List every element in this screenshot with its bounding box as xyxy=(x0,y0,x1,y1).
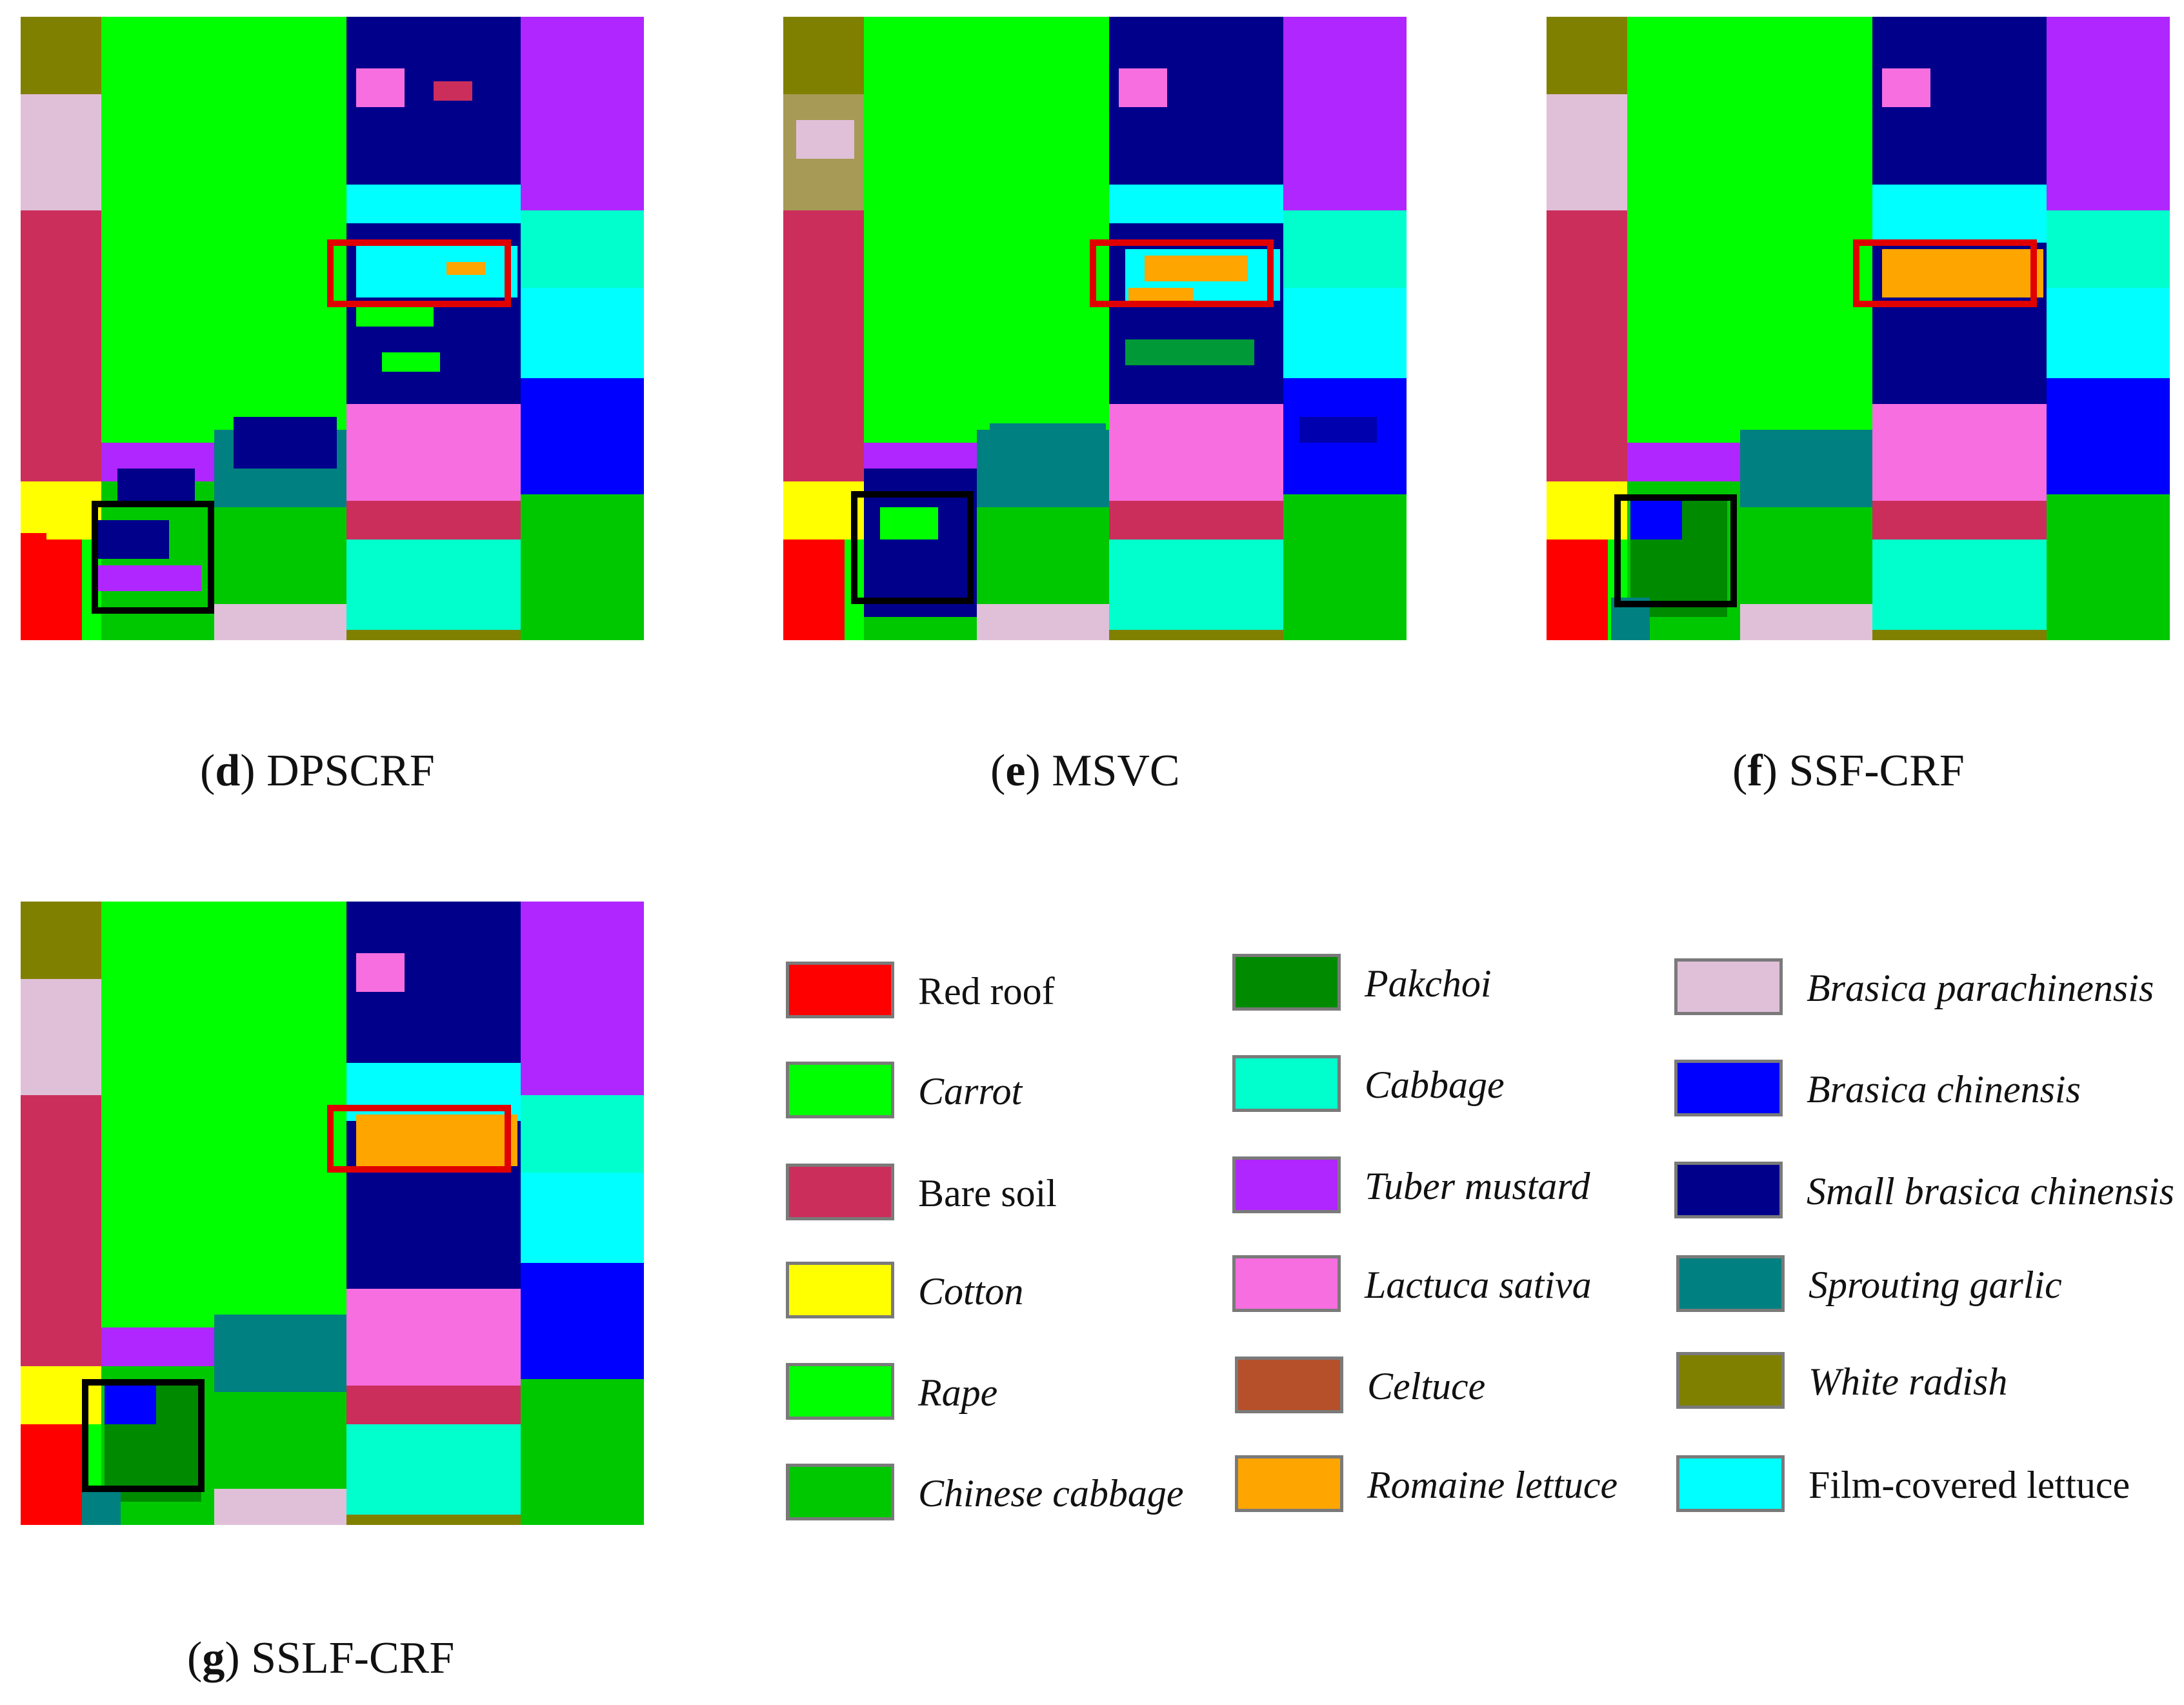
legend-swatch xyxy=(1676,1255,1785,1312)
legend-swatch xyxy=(786,1464,894,1520)
legend-swatch xyxy=(786,962,894,1018)
legend-label: Pakchoi xyxy=(1365,962,1492,1005)
classification-map-dpscrf xyxy=(21,17,644,640)
legend-label: Tuber mustard xyxy=(1365,1165,1590,1207)
legend-label: Cabbage xyxy=(1365,1064,1505,1106)
caption-f: (f) SSF-CRF xyxy=(1732,746,1965,796)
legend-swatch xyxy=(786,1363,894,1420)
map-msvc-graphic xyxy=(783,17,1407,640)
legend-label: Cotton xyxy=(918,1270,1024,1313)
legend-label: Romaine lettuce xyxy=(1367,1464,1618,1506)
highlight-box-red xyxy=(1853,239,2037,307)
legend-label: Bare soil xyxy=(918,1172,1057,1215)
legend-label: Carrot xyxy=(918,1070,1023,1113)
legend-swatch xyxy=(1674,1162,1783,1218)
map-dpscrf-graphic xyxy=(21,17,644,640)
legend-swatch xyxy=(1232,1255,1341,1312)
legend-label: Brasica parachinensis xyxy=(1807,967,2154,1009)
legend-swatch xyxy=(1676,1352,1785,1409)
legend-swatch xyxy=(786,1164,894,1220)
legend-swatch xyxy=(1232,954,1341,1011)
legend-label: Sprouting garlic xyxy=(1808,1264,2062,1306)
legend-swatch xyxy=(1232,1156,1341,1213)
caption-g: (g) SSLF-CRF xyxy=(187,1633,455,1683)
legend-swatch xyxy=(1235,1357,1343,1413)
legend-swatch xyxy=(1674,958,1783,1015)
legend-label: Celtuce xyxy=(1367,1365,1486,1407)
map-sslf-crf-graphic xyxy=(21,902,644,1525)
classification-map-sslf-crf xyxy=(21,902,644,1525)
highlight-box-red xyxy=(327,239,511,307)
legend-swatch xyxy=(1235,1455,1343,1512)
legend-swatch xyxy=(1674,1060,1783,1116)
highlight-box-red xyxy=(1090,239,1274,307)
highlight-box-black xyxy=(851,491,974,604)
caption-d: (d) DPSCRF xyxy=(200,746,435,796)
legend-swatch xyxy=(1676,1455,1785,1512)
legend-label: White radish xyxy=(1808,1360,2008,1403)
classification-map-ssf-crf xyxy=(1547,17,2170,640)
legend-label: Small brasica chinensis xyxy=(1807,1170,2174,1213)
legend-swatch xyxy=(1232,1055,1341,1112)
highlight-box-black xyxy=(82,1379,205,1492)
legend-label: Rape xyxy=(918,1371,998,1414)
legend-label: Film-covered lettuce xyxy=(1808,1464,2130,1506)
legend-swatch xyxy=(786,1262,894,1318)
highlight-box-black xyxy=(1614,494,1737,607)
legend-label: Chinese cabbage xyxy=(918,1472,1184,1515)
map-ssf-crf-graphic xyxy=(1547,17,2170,640)
legend-label: Lactuca sativa xyxy=(1365,1264,1592,1306)
classification-map-msvc xyxy=(783,17,1407,640)
legend-label: Red roof xyxy=(918,970,1055,1013)
legend-label: Brasica chinensis xyxy=(1807,1068,2081,1111)
highlight-box-red xyxy=(327,1105,511,1173)
caption-e: (e) MSVC xyxy=(990,746,1180,796)
legend-swatch xyxy=(786,1062,894,1118)
highlight-box-black xyxy=(92,501,214,614)
